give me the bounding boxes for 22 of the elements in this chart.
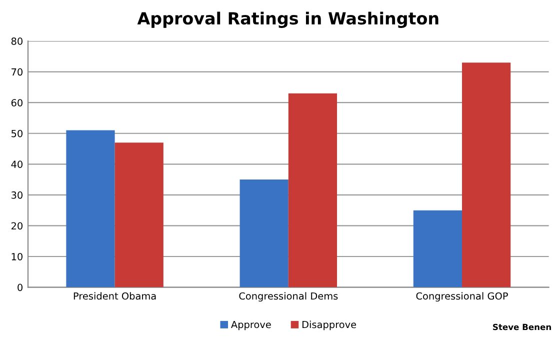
bar	[240, 180, 288, 288]
legend-label: Disapprove	[302, 320, 356, 330]
y-tick-label: 80	[11, 38, 22, 45]
x-tick-label: Congressional Dems	[239, 292, 338, 302]
chart-title: Approval Ratings in Washington	[137, 12, 438, 28]
y-tick-label: 40	[11, 160, 22, 168]
x-tick-label: Congressional GOP	[416, 292, 508, 302]
y-tick-label: 20	[11, 222, 22, 230]
bar	[288, 93, 338, 288]
x-tick-label: President Obama	[74, 292, 156, 300]
y-tick-label: 30	[12, 191, 22, 199]
legend-label: Approve	[231, 320, 271, 330]
text: Steve Benen	[493, 324, 551, 330]
y-tick-label: 0	[18, 284, 22, 292]
bar	[66, 130, 115, 288]
bar	[462, 62, 511, 288]
y-tick-label: 70	[12, 68, 22, 76]
bar	[114, 142, 164, 288]
y-tick-label: 10	[12, 252, 22, 260]
bar	[413, 210, 462, 288]
y-tick-label: 60	[11, 99, 22, 106]
y-tick-label: 50	[12, 130, 22, 138]
